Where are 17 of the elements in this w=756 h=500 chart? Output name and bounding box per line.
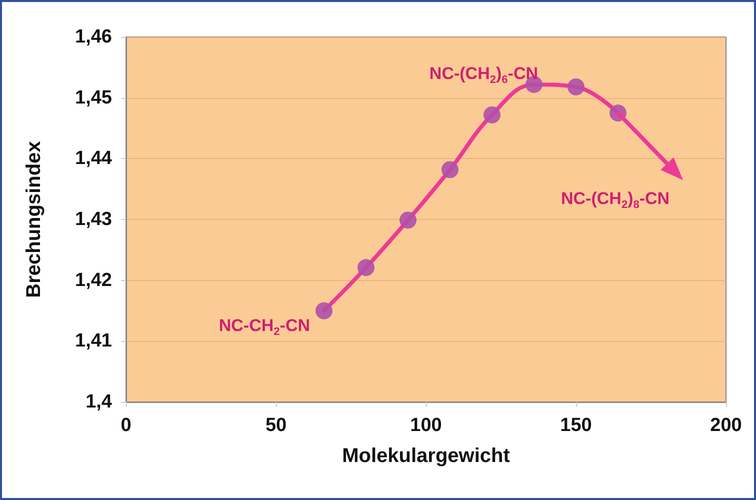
y-tick-label: 1,41: [75, 330, 112, 352]
y-tick-label: 1,42: [75, 270, 112, 291]
x-tick-label: 150: [560, 415, 592, 436]
y-axis-title: Brechungsindex: [23, 141, 45, 298]
x-tick-label: 200: [710, 415, 742, 436]
y-tick-label: 1,44: [75, 148, 112, 170]
x-tick-label: 100: [410, 415, 442, 436]
x-axis-title: Molekulargewicht: [342, 445, 510, 467]
annotation: NC-(CH$_{2}$)$_{6}$-CN: [429, 64, 538, 86]
y-tick-label: 1,43: [75, 209, 112, 230]
x-tick-label: 0: [120, 415, 132, 436]
y-tick-label: 1,4: [86, 392, 112, 412]
y-tick-label: 1,45: [75, 87, 112, 108]
annotation: NC-CH$_{2}$-CN: [218, 316, 310, 338]
y-tick-label: 1,46: [75, 26, 112, 48]
annotation: NC-(CH$_{2}$)$_{8}$-CN: [561, 189, 670, 212]
x-tick-label: 50: [265, 415, 287, 436]
